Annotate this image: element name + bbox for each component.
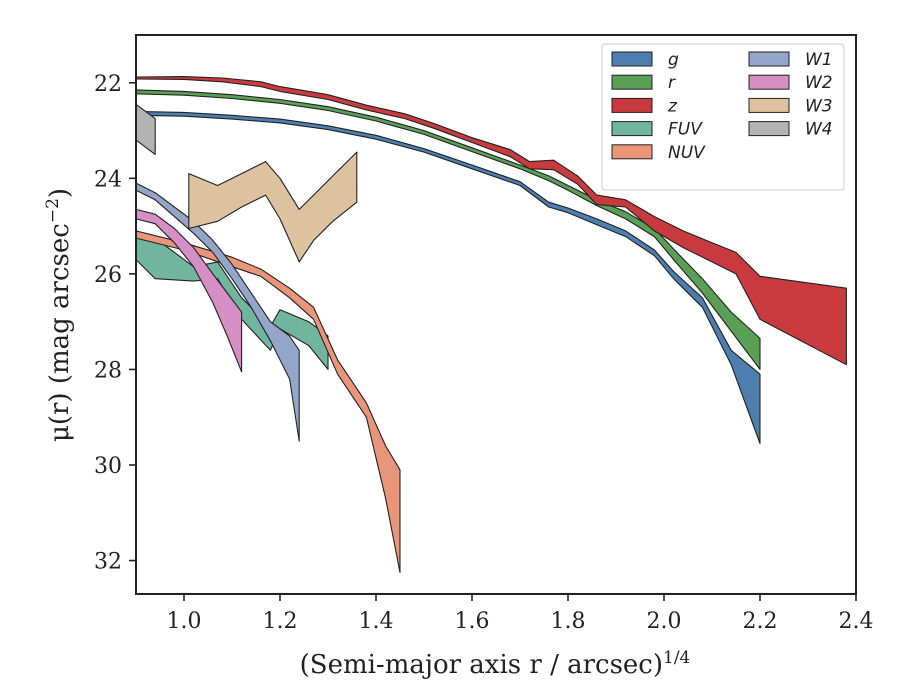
x-tick-label: 1.2 [263, 609, 298, 634]
x-tick-label: 2.2 [743, 609, 778, 634]
y-axis-label-text: μ(r) (mag arcsec [45, 223, 75, 442]
y-tick-label: 22 [94, 72, 122, 97]
legend-label-w4: W4 [805, 120, 833, 140]
y-tick-label: 28 [94, 358, 122, 383]
band-z [135, 76, 847, 366]
legend-label-r: r [668, 73, 676, 93]
band-g [135, 110, 761, 445]
y-tick-label: 26 [94, 263, 122, 288]
band-w3 [188, 151, 358, 263]
legend-label-fuv: FUV [668, 120, 703, 140]
x-axis-label: (Semi-major axis r / arcsec)1/4 [300, 648, 691, 680]
x-tick-label: 2.4 [839, 609, 874, 634]
x-tick-label: 1.4 [359, 609, 394, 634]
y-tick-label: 30 [94, 454, 122, 479]
x-tick-label: 1.8 [551, 609, 586, 634]
legend-swatch-w2 [748, 74, 790, 90]
legend-swatch-r [611, 74, 653, 90]
band-w1 [135, 182, 300, 442]
y-tick-label: 32 [94, 550, 122, 575]
legend-swatch-z [611, 97, 653, 113]
legend-swatch-w3 [748, 97, 790, 113]
x-tick-label: 2.0 [647, 609, 682, 634]
y-axis-label: μ(r) (mag arcsec−2) [43, 188, 75, 442]
legend-label-nuv: NUV [668, 143, 706, 163]
y-tick-label: 24 [94, 167, 122, 192]
legend-label-w3: W3 [805, 96, 833, 116]
legend-label-z: z [667, 96, 678, 116]
y-ticks: 22 24 26 28 30 32 [94, 72, 136, 575]
series-bands [135, 76, 847, 574]
legend-label-w2: W2 [805, 73, 833, 93]
plot-frame [135, 34, 857, 595]
x-tick-label: 1.6 [455, 609, 490, 634]
legend-label-w1: W1 [805, 50, 833, 70]
x-axis-label-exponent: 1/4 [663, 648, 690, 668]
y-axis-label-close: ) [45, 188, 75, 198]
y-axis-label-exponent: −2 [43, 198, 63, 223]
x-tick-label: 1.0 [167, 609, 202, 634]
band-r [135, 89, 761, 370]
x-ticks: 1.0 1.2 1.4 1.6 1.8 2.0 2.2 2.4 [167, 594, 874, 634]
band-nuv [135, 230, 401, 574]
x-axis-label-text: (Semi-major axis r / arcsec) [300, 650, 663, 680]
band-w2 [135, 208, 243, 373]
legend-swatch-nuv [611, 144, 653, 160]
legend-swatch-w1 [748, 51, 790, 67]
legend: grz FUV NUV W1 W2 W3 W4 [601, 43, 845, 191]
legend-swatch-fuv [611, 121, 653, 137]
legend-label-g: g [668, 50, 679, 70]
legend-swatch-g [611, 51, 653, 67]
legend-swatch-w4 [748, 121, 790, 137]
